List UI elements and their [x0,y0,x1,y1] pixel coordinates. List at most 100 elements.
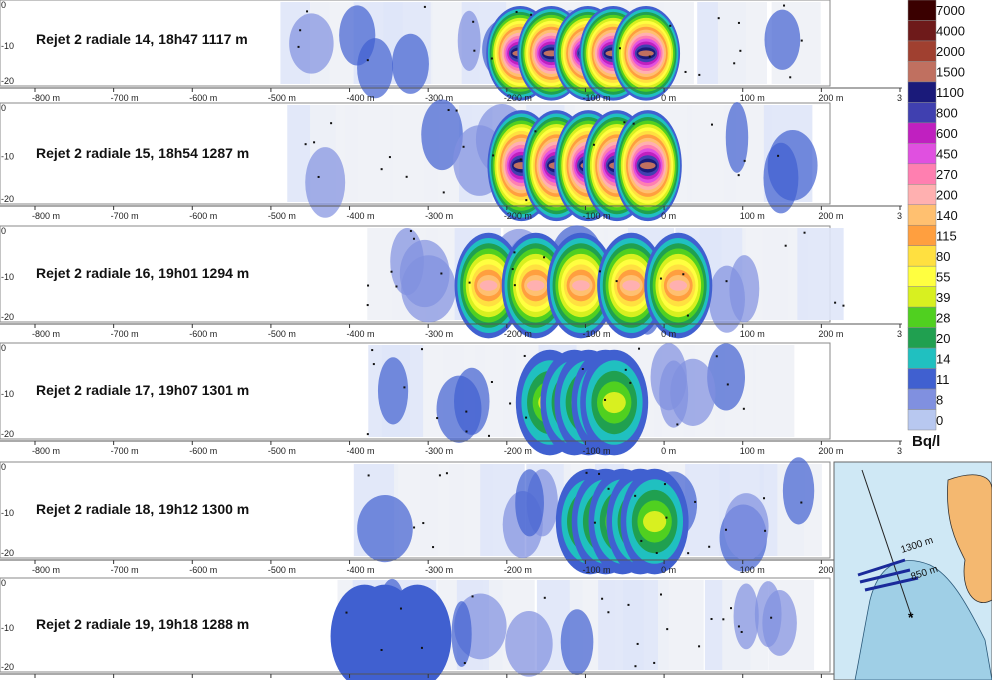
panel-label-14: Rejet 2 radiale 14, 18h47 1117 m [36,31,248,47]
sample-point [423,5,426,8]
sample-point [770,616,773,619]
x-tick-label: -500 m [268,565,296,575]
legend-swatch [907,368,937,390]
sample-point [666,628,669,631]
panel-label-18: Rejet 2 radiale 18, 19h12 1300 m [36,501,250,517]
x-tick-label: 100 m [740,446,765,456]
y-tick-label: 0 [1,103,6,113]
low-contour [305,147,346,218]
x-tick-label: 200 m [818,329,843,339]
sample-point [684,70,687,73]
sample-point [601,597,604,600]
legend-swatch [907,306,937,328]
x-tick-label: -100 m [582,565,610,575]
sample-point [627,603,630,606]
low-contour [515,469,544,537]
sample-point [842,304,845,307]
sample-point [607,611,610,614]
sample-point [436,417,439,420]
sample-point [465,430,468,433]
panel-label-17: Rejet 2 radiale 17, 19h07 1301 m [36,382,250,398]
sample-point [783,4,786,7]
sample-point [380,648,383,651]
x-tick-label: -800 m [32,565,60,575]
legend-level-label: 115 [936,228,957,243]
legend-swatch [907,122,937,144]
sample-point [665,516,668,519]
panel-label-16: Rejet 2 radiale 16, 19h01 1294 m [36,265,250,281]
sample-point [598,472,601,475]
sample-point [715,355,718,358]
sample-point [676,423,679,426]
contour-level [643,510,667,533]
sample-point [403,386,406,389]
contour-level [640,162,656,170]
legend-swatch [907,20,937,42]
legend-level-label: 55 [936,269,950,284]
sample-point [655,551,658,554]
x-tick-label: -800 m [32,446,60,456]
contour-level [602,391,626,414]
low-contour [670,358,716,426]
sample-point [471,595,474,598]
panel-14: 0 -10 -20 -800 m -700 m -600 m -500 m -400 m -30… [0,0,902,103]
sample-point [800,501,803,504]
low-contour [754,581,782,647]
legend-level-label: 39 [936,290,950,305]
sample-point [615,280,618,283]
low-contour [708,265,745,333]
y-tick-label: -10 [1,389,14,399]
sample-point [395,285,398,288]
sample-point [784,244,787,247]
legend-level-label: 2000 [936,44,965,59]
x-tick-label: 3 [897,329,902,339]
sample-point [698,73,701,76]
low-contour [451,601,472,667]
panel-15: 0 -10 -20 -800 m -700 m -600 m -500 m -400 m -30… [0,99,902,222]
sample-point [607,487,610,490]
x-tick-label: 3 [897,211,902,221]
legend-swatch [907,224,937,246]
sample-point [468,281,471,284]
low-contour [289,13,334,74]
sample-point [803,231,806,234]
x-tick-label: -800 m [32,93,60,103]
sample-point [543,596,546,599]
sample-point [297,45,300,48]
low-contour [782,457,815,525]
panel-label-15: Rejet 2 radiale 15, 18h54 1287 m [36,144,250,161]
sample-point [682,273,685,276]
x-tick-label: 0 m [661,446,676,456]
sample-point [789,76,792,79]
y-tick-label: -10 [1,272,14,282]
x-tick-label: 0 m [661,565,676,575]
sample-point [653,661,656,664]
legend-level-label: 800 [936,106,958,121]
low-contour [392,33,429,94]
x-tick-label: -200 m [504,93,532,103]
y-tick-label: -20 [1,312,14,322]
sample-point [717,17,720,20]
legend-level-label: 200 [936,188,958,203]
panel-18: 0 -10 -20 -800 m -700 m -600 m -500 m -400 m -30… [0,457,902,575]
sample-point [420,646,423,649]
sample-point [598,270,601,273]
legend-level-label: 7000 [936,3,965,18]
sample-point [367,284,370,287]
sample-point [462,145,465,148]
x-tick-label: 100 m [740,565,765,575]
low-contour [733,583,759,650]
y-tick-label: -10 [1,508,14,518]
legend-swatch [907,0,937,21]
legend-level-label: 11 [936,372,950,387]
sample-point [632,122,635,125]
x-tick-label: -200 m [504,329,532,339]
x-tick-label: 200 m [818,93,843,103]
x-tick-label: 200 m [818,565,843,575]
legend-swatch [907,102,937,124]
sample-point [440,272,443,275]
sample-point [367,474,370,477]
panel-19: 0-10-20-800 m-700 m-600 m-500 m-400 m-30… [0,577,902,680]
sample-point [743,159,746,162]
sample-point [399,607,402,610]
